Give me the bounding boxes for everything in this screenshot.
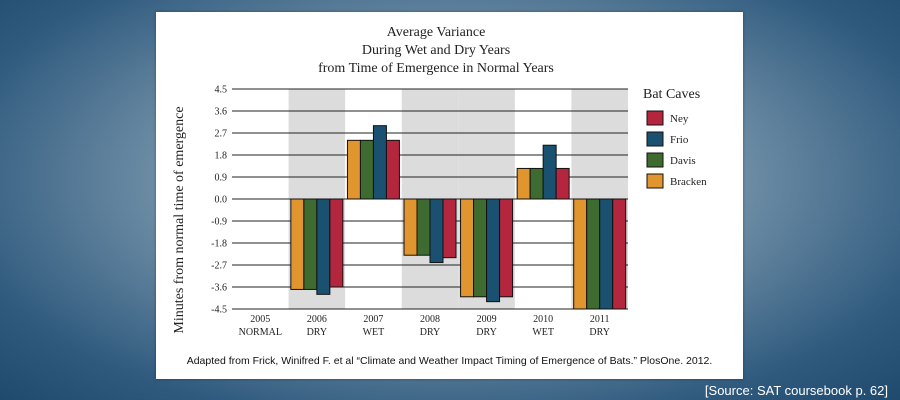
bar-bracken-2006 bbox=[290, 198, 305, 290]
bar-frio-2011 bbox=[599, 198, 614, 310]
bar-davis-2009 bbox=[473, 198, 488, 298]
y-tick-label: -3.6 bbox=[211, 283, 227, 294]
y-tick-label: -0.9 bbox=[211, 217, 227, 228]
bar-bracken-2007 bbox=[346, 139, 361, 200]
x-tick-type: DRY bbox=[476, 327, 497, 338]
y-tick-label: 0.0 bbox=[215, 195, 228, 206]
legend-label-bracken: Bracken bbox=[670, 176, 707, 188]
x-tick-year: 2007 bbox=[363, 314, 383, 325]
legend-swatch-bracken bbox=[646, 173, 664, 189]
bar-ney-2008 bbox=[442, 198, 457, 259]
bar-bracken-2009 bbox=[460, 198, 475, 298]
legend-swatch-frio bbox=[646, 131, 664, 147]
x-tick-type: WET bbox=[363, 327, 385, 338]
bar-bracken-2008 bbox=[403, 198, 418, 256]
y-tick-label: 3.6 bbox=[215, 107, 228, 118]
bar-bracken-2010 bbox=[516, 167, 531, 200]
x-tick-type: DRY bbox=[589, 327, 610, 338]
y-tick-label: -2.7 bbox=[211, 261, 227, 272]
x-tick-type: WET bbox=[532, 327, 554, 338]
legend-swatch-davis bbox=[646, 152, 664, 168]
legend-swatch-ney bbox=[646, 110, 664, 126]
bar-ney-2011 bbox=[612, 198, 627, 310]
bar-ney-2010 bbox=[555, 167, 570, 200]
bar-davis-2011 bbox=[586, 198, 601, 310]
credit-text: Adapted from Frick, Winifred F. et al “C… bbox=[186, 355, 713, 367]
legend-label-frio: Frio bbox=[670, 134, 689, 146]
y-tick-label: 2.7 bbox=[215, 129, 228, 140]
y-tick-label: 0.9 bbox=[215, 173, 228, 184]
y-tick-label: 4.5 bbox=[215, 85, 228, 96]
legend-title: Bat Caves bbox=[643, 87, 700, 102]
bar-frio-2009 bbox=[486, 198, 501, 303]
bar-bracken-2011 bbox=[573, 198, 588, 310]
bar-frio-2010 bbox=[542, 144, 557, 200]
source-text: [Source: SAT coursebook p. 62] bbox=[704, 383, 888, 398]
chart-title-line-2: During Wet and Dry Years bbox=[361, 43, 511, 58]
legend-label-davis: Davis bbox=[670, 155, 696, 167]
x-tick-year: 2005 bbox=[250, 314, 270, 325]
x-tick-type: DRY bbox=[420, 327, 441, 338]
legend-label-ney: Ney bbox=[670, 113, 689, 125]
bar-ney-2009 bbox=[499, 198, 514, 298]
y-tick-label: -1.8 bbox=[211, 239, 227, 250]
y-tick-label: 1.8 bbox=[215, 151, 228, 162]
bar-frio-2006 bbox=[316, 198, 331, 295]
bar-davis-2007 bbox=[359, 139, 374, 200]
bar-davis-2010 bbox=[529, 167, 544, 200]
chart-title-line-3: from Time of Emergence in Normal Years bbox=[318, 61, 554, 76]
x-tick-type: NORMAL bbox=[239, 327, 282, 338]
bar-davis-2006 bbox=[303, 198, 318, 290]
chart-title-line-1: Average Variance bbox=[386, 25, 486, 40]
chart-svg: 4.5 3.6 2.7 1.8 0.9 0.0 -0.9 -1.8 -2.7 -3.6 -4.5 20… bbox=[211, 85, 707, 339]
bar-ney-2006 bbox=[329, 198, 344, 288]
x-tick-year: 2008 bbox=[420, 314, 440, 325]
x-tick-type: DRY bbox=[307, 327, 328, 338]
x-tick-year: 2009 bbox=[477, 314, 497, 325]
x-tick-year: 2011 bbox=[590, 314, 610, 325]
x-tick-year: 2010 bbox=[533, 314, 553, 325]
bar-frio-2008 bbox=[429, 198, 444, 264]
chart-card: Average Variance During Wet and Dry Year… bbox=[156, 12, 743, 379]
bar-frio-2007 bbox=[372, 125, 387, 200]
bar-ney-2007 bbox=[385, 139, 400, 200]
x-tick-year: 2006 bbox=[307, 314, 327, 325]
y-tick-label: -4.5 bbox=[211, 305, 227, 316]
bar-davis-2008 bbox=[416, 198, 431, 256]
